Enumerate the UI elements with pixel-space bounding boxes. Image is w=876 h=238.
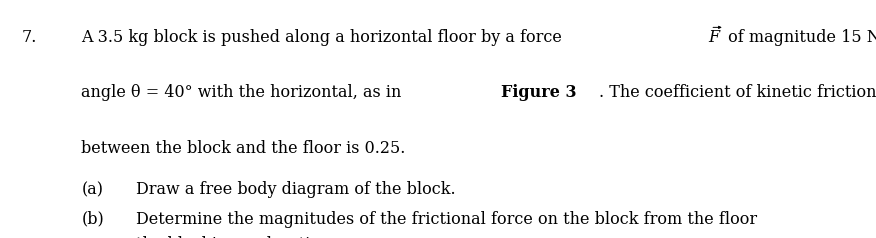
Text: between the block and the floor is 0.25.: between the block and the floor is 0.25. bbox=[81, 140, 406, 157]
Text: Draw a free body diagram of the block.: Draw a free body diagram of the block. bbox=[136, 181, 456, 198]
Text: A 3.5 kg block is pushed along a horizontal floor by a force: A 3.5 kg block is pushed along a horizon… bbox=[81, 29, 568, 45]
Text: . The coefficient of kinetic friction: . The coefficient of kinetic friction bbox=[599, 84, 876, 101]
Text: 7.: 7. bbox=[22, 29, 38, 45]
Text: the block’s acceleration.: the block’s acceleration. bbox=[136, 236, 336, 238]
Text: (a): (a) bbox=[81, 181, 103, 198]
Text: of magnitude 15 N at an: of magnitude 15 N at an bbox=[723, 29, 876, 45]
Text: F: F bbox=[709, 29, 720, 45]
Text: Figure 3: Figure 3 bbox=[501, 84, 577, 101]
Text: Determine the magnitudes of the frictional force on the block from the floor: Determine the magnitudes of the friction… bbox=[136, 211, 762, 228]
Text: (b): (b) bbox=[81, 211, 104, 228]
Text: angle θ = 40° with the horizontal, as in: angle θ = 40° with the horizontal, as in bbox=[81, 84, 407, 101]
